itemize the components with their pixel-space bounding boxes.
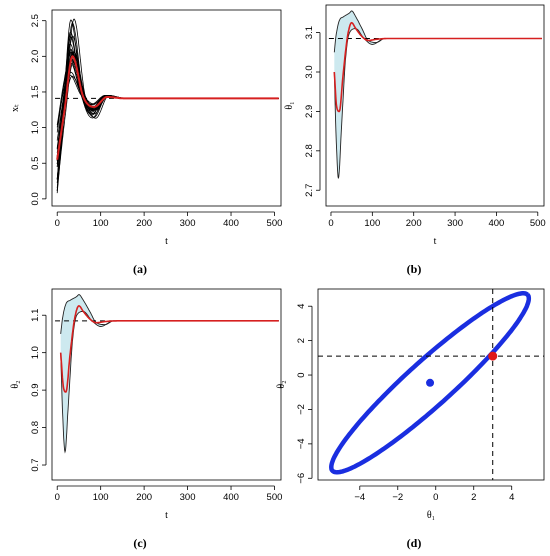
estimate-point (426, 378, 435, 387)
y-tick-label: 1.0 (30, 346, 41, 359)
band-lower-line (60, 311, 279, 454)
trajectory-line (56, 51, 279, 189)
x-tick-label: 500 (530, 218, 546, 229)
panel-a: 0 100 200 300 400 500 0.0 0.5 1.0 1.5 2.0 2.5 t xₜ (10, 9, 283, 247)
caption-a: (a) (133, 262, 147, 276)
x-tick-label: 0 (433, 492, 438, 503)
mean-line (59, 305, 279, 393)
y-tick-label: 1.1 (30, 309, 41, 322)
y-tick-label: 1.0 (30, 121, 41, 134)
x-tick-label: 400 (488, 218, 504, 229)
x-tick-label: 0 (328, 218, 333, 229)
x-tick-label: 500 (267, 218, 283, 229)
caption-b: (b) (407, 262, 422, 276)
mean-trajectory-line (56, 55, 279, 160)
x-tick-label: 200 (136, 218, 152, 229)
x-tick-label: 400 (223, 218, 239, 229)
trajectory-line (56, 53, 279, 184)
y-tick-label: 0.9 (30, 384, 41, 397)
x-tick-label: 0 (55, 218, 60, 229)
panel-c: 0 100 200 300 400 500 0.7 0.8 0.9 1.0 1.1 t θ₂ (10, 288, 283, 521)
plot-frame (51, 288, 282, 481)
x-tick-label: 200 (406, 218, 422, 229)
x-tick-label: 100 (93, 218, 109, 229)
x-tick-label: −4 (354, 492, 365, 503)
y-tick-label: 0.0 (30, 192, 41, 205)
band-lower-line (333, 28, 542, 179)
trajectory-line (56, 74, 279, 165)
x-tick-label: −2 (392, 492, 403, 503)
panel-b: 0 100 200 300 400 500 2.7 2.8 2.9 3.0 3.1 t θ₁ (284, 4, 546, 247)
x-axis-label: θ₁ (427, 510, 435, 521)
y-tick-label: 2.5 (30, 14, 41, 27)
x-tick-label: 2 (471, 492, 476, 503)
y-tick-label: 2.8 (304, 144, 315, 157)
x-axis-label: t (165, 510, 168, 521)
y-tick-label: 2.0 (30, 50, 41, 63)
caption-d: (d) (407, 536, 422, 550)
x-tick-label: 500 (267, 492, 283, 503)
trajectory-line (56, 71, 279, 150)
y-tick-label: −6 (296, 473, 307, 484)
y-tick-label: 2.9 (304, 105, 315, 118)
y-axis-label: xₜ (10, 104, 21, 112)
y-axis-label: θ₂ (276, 380, 287, 388)
y-tick-label: 2.7 (304, 184, 315, 197)
y-tick-label: 2 (296, 338, 307, 343)
plot-frame (51, 9, 282, 207)
trajectory-line (56, 51, 279, 180)
panel-d: −4 −2 0 2 4 −6 −4 −2 0 2 4 θ₁ θ₂ (276, 288, 545, 521)
y-tick-label: 0.8 (30, 421, 41, 434)
caption-c: (c) (133, 536, 146, 550)
x-axis-label: t (165, 236, 168, 247)
y-tick-label: 3.1 (304, 26, 315, 39)
x-axis-label: t (434, 236, 437, 247)
x-tick-label: 300 (180, 492, 196, 503)
x-tick-label: 100 (93, 492, 109, 503)
y-axis-label: θ₁ (284, 101, 295, 109)
x-tick-label: 0 (55, 492, 60, 503)
plot-frame (325, 4, 545, 207)
band-upper-line (333, 10, 542, 53)
true-value-point (488, 351, 498, 361)
trajectory-line (56, 35, 279, 167)
y-tick-label: 4 (296, 304, 307, 309)
x-tick-label: 100 (364, 218, 380, 229)
y-tick-label: 0.5 (30, 157, 41, 170)
x-tick-label: 300 (180, 218, 196, 229)
y-tick-label: 0.7 (30, 458, 41, 471)
y-tick-label: 0 (296, 372, 307, 377)
band-upper-line (60, 294, 279, 334)
y-tick-label: 1.5 (30, 85, 41, 98)
x-tick-label: 4 (509, 492, 514, 503)
y-axis-label: θ₂ (10, 380, 21, 388)
mean-line (333, 21, 542, 113)
plot-frame (317, 288, 545, 481)
x-tick-label: 400 (223, 492, 239, 503)
y-tick-label: −2 (296, 404, 307, 415)
y-tick-label: 3.0 (304, 65, 315, 78)
y-tick-label: −4 (296, 438, 307, 449)
x-tick-label: 200 (136, 492, 152, 503)
trajectory-line (56, 49, 279, 133)
x-tick-label: 300 (447, 218, 463, 229)
